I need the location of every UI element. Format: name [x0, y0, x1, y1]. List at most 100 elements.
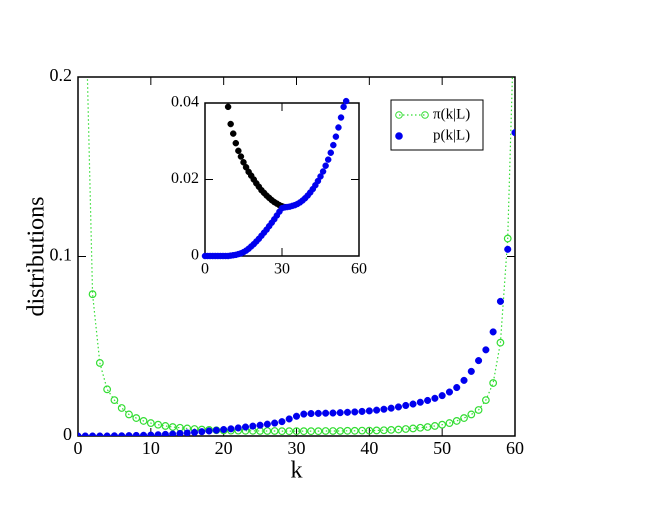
data-point	[430, 422, 439, 430]
data-point	[292, 412, 301, 420]
data-point	[489, 379, 498, 387]
data-point	[416, 398, 424, 406]
data-point	[394, 425, 403, 434]
data-point	[256, 421, 264, 429]
data-point	[249, 422, 257, 430]
data-point	[423, 423, 432, 431]
y-tick-label: 0	[63, 424, 72, 444]
y-tick-label: 0	[191, 247, 199, 264]
data-point	[358, 426, 366, 435]
data-point	[314, 409, 322, 417]
data-point	[431, 394, 439, 402]
data-point	[335, 124, 342, 131]
data-point	[139, 417, 148, 425]
data-point	[351, 408, 359, 416]
data-point	[161, 430, 169, 436]
data-point	[190, 428, 199, 436]
data-point	[168, 423, 177, 431]
data-point	[330, 141, 337, 149]
x-tick-label: 60	[506, 438, 524, 458]
data-point	[132, 431, 140, 436]
plot-area	[78, 77, 515, 436]
data-point	[438, 392, 446, 400]
data-point	[380, 405, 388, 413]
data-point	[380, 426, 388, 435]
data-point	[271, 419, 279, 427]
data-point	[336, 409, 344, 417]
data-point	[481, 396, 490, 405]
y-tick-label: 0.1	[50, 245, 73, 265]
data-point	[489, 328, 497, 336]
data-point	[387, 425, 396, 434]
data-point	[132, 414, 141, 422]
data-point	[146, 419, 155, 427]
data-point	[103, 432, 111, 436]
plot-frame	[204, 102, 360, 257]
data-point	[220, 425, 228, 434]
data-point	[329, 409, 337, 417]
data-point	[229, 130, 237, 137]
data-point	[324, 156, 332, 163]
data-point	[401, 425, 410, 433]
data-point	[89, 432, 97, 436]
x-tick-label: 10	[142, 438, 160, 458]
x-tick-label: 20	[215, 438, 233, 458]
data-point	[504, 245, 512, 253]
legend-label: p(k|L)	[433, 127, 470, 143]
x-tick-label: 40	[360, 438, 378, 458]
data-point	[342, 97, 350, 105]
data-point	[110, 432, 118, 436]
data-point	[445, 419, 454, 427]
data-point	[103, 385, 112, 394]
data-point	[183, 429, 191, 436]
data-point	[154, 420, 163, 429]
data-point	[140, 431, 148, 436]
data-point	[474, 406, 483, 414]
x-tick-label: 50	[433, 438, 451, 458]
data-point	[237, 153, 245, 160]
data-point	[350, 426, 359, 435]
data-point	[117, 404, 126, 412]
x-tick-label: 0	[74, 438, 83, 458]
data-point	[438, 420, 447, 429]
data-point	[365, 407, 373, 415]
data-point	[176, 429, 184, 436]
data-point	[96, 432, 104, 436]
data-point	[307, 427, 315, 436]
data-point	[416, 423, 425, 432]
data-point	[337, 114, 345, 121]
data-point	[81, 432, 89, 436]
data-point	[154, 431, 162, 436]
data-point	[358, 407, 366, 415]
data-point	[147, 431, 155, 436]
data-point	[329, 427, 337, 435]
data-point	[278, 427, 286, 436]
data-point	[496, 297, 504, 305]
data-point	[285, 427, 294, 436]
data-point	[336, 427, 345, 435]
data-point	[445, 388, 454, 396]
data-point	[402, 401, 410, 410]
x-tick-label: 60	[351, 261, 367, 278]
y-tick-label: 0.2	[50, 65, 73, 85]
data-point	[460, 414, 468, 422]
data-point	[409, 400, 417, 408]
data-point	[467, 410, 476, 419]
legend-marker	[395, 111, 403, 119]
data-point	[453, 383, 461, 392]
data-point	[95, 359, 104, 367]
y-axis-label: distributions	[24, 196, 50, 316]
x-tick-label: 30	[274, 261, 290, 278]
data-point	[343, 408, 352, 416]
data-point	[110, 396, 119, 405]
data-point	[387, 404, 395, 412]
data-point	[322, 409, 330, 417]
data-point	[503, 234, 512, 243]
data-point	[270, 427, 279, 435]
y-tick-label: 0.02	[171, 170, 199, 187]
data-point	[78, 432, 82, 436]
data-point	[88, 290, 97, 299]
plot-area	[201, 97, 350, 260]
x-tick-label: 0	[201, 261, 209, 278]
